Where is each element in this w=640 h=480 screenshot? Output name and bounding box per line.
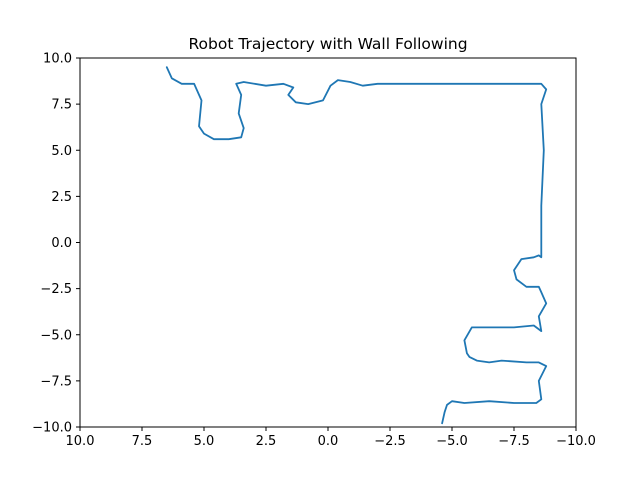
x-tick-label: 2.5 (256, 434, 277, 449)
trajectory-line (165, 66, 548, 425)
y-tick-label: 0.0 (51, 236, 72, 251)
axes-frame (79, 57, 577, 428)
y-tick-label: −7.5 (40, 374, 72, 389)
plot-area (165, 66, 548, 425)
chart-title: Robot Trajectory with Wall Following (188, 35, 467, 53)
axes: 10.0 7.5 5.0 2.5 0.0 −2.5 −5.0 −7.5 −10.010.07.5… (32, 52, 596, 450)
x-tick-label: −10.0 (556, 434, 596, 449)
x-tick-label: −5.0 (436, 434, 468, 449)
y-tick-label: −10.0 (32, 421, 72, 436)
y-tick-label: −2.5 (40, 282, 72, 297)
x-tick-label: 0.0 (318, 434, 339, 449)
y-tick-label: −5.0 (40, 328, 72, 343)
x-tick-label: 10.0 (66, 434, 95, 449)
y-tick-label: 5.0 (51, 144, 72, 159)
x-tick-label: 7.5 (132, 434, 153, 449)
y-tick-label: 10.0 (43, 52, 72, 67)
x-tick-label: −7.5 (498, 434, 530, 449)
x-tick-label: 5.0 (194, 434, 215, 449)
x-tick-label: −2.5 (374, 434, 406, 449)
y-tick-label: 7.5 (51, 98, 72, 113)
y-tick-label: 2.5 (51, 190, 72, 205)
